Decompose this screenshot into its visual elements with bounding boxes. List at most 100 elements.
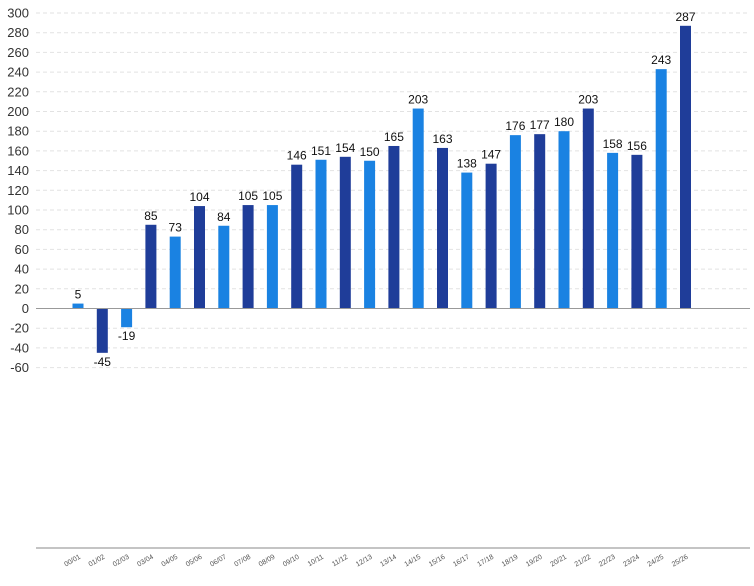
data-label: -19 [118,329,136,343]
bar [291,164,303,309]
x-tick-label: 23/24 [622,554,641,569]
x-tick-label: 19/20 [525,554,544,569]
x-tick-label: 16/17 [452,554,471,569]
x-tick-label: 18/19 [501,554,520,569]
y-tick-label: 40 [15,262,29,277]
y-tick-label: -20 [10,321,29,336]
bar [412,108,424,309]
y-tick-label: 160 [7,143,29,158]
x-tick-label: 03/04 [136,554,155,569]
x-tick-label: 02/03 [112,554,131,569]
x-tick-label: 09/10 [282,554,301,569]
data-label: 287 [675,10,695,24]
x-tick-label: 04/05 [161,554,180,569]
bar [72,303,84,309]
data-label: 165 [384,130,404,144]
bar [169,236,181,309]
data-label: 177 [530,118,550,132]
data-label: 84 [217,210,231,224]
x-tick-label: 25/26 [671,554,690,569]
bar [509,135,521,309]
x-tick-label: 15/16 [428,554,447,569]
data-label: 203 [578,93,598,107]
bar [364,160,376,309]
y-tick-label: 0 [22,301,29,316]
x-tick-label: 24/25 [647,554,666,569]
data-label: 150 [360,145,380,159]
x-tick-label: 07/08 [233,554,252,569]
x-tick-label: 17/18 [476,554,495,569]
bar [534,134,546,309]
data-label: 138 [457,157,477,171]
bar [437,147,448,309]
bars [72,25,691,353]
data-label: 146 [287,149,307,163]
bar [388,145,400,309]
bar [461,172,473,309]
y-tick-label: 220 [7,84,29,99]
data-label: 105 [238,189,258,203]
bar [242,205,254,309]
bar [631,154,643,309]
x-tick-label: 12/13 [355,554,374,569]
data-label: 176 [505,119,525,133]
bar [339,156,351,309]
y-tick-label: 300 [7,6,29,21]
bar [607,152,619,309]
x-tick-label: 14/15 [404,554,423,569]
x-tick-label: 13/14 [379,554,398,569]
x-tick-label: 05/06 [185,554,204,569]
y-tick-label: 80 [15,222,29,237]
data-label: 104 [189,190,209,204]
data-label: 203 [408,93,428,107]
x-tick-label: 00/01 [63,554,82,569]
bar [194,206,205,309]
bar [218,225,230,309]
data-label: 163 [432,132,452,146]
x-tick-label: 06/07 [209,554,228,569]
x-tick-label: 20/21 [549,554,568,569]
data-label: 151 [311,144,331,158]
bar [96,308,108,353]
bar [315,159,327,309]
y-axis-ticks: 3002802602402202001801601401201008060402… [7,6,29,376]
data-label: 73 [169,221,183,235]
x-tick-label: 10/11 [307,554,325,569]
data-label: 85 [144,209,158,223]
data-label: 158 [603,137,623,151]
bar [582,108,594,309]
data-label: 5 [75,288,82,302]
y-tick-label: 200 [7,104,29,119]
bar [266,205,278,309]
x-tick-label: 22/23 [598,554,617,569]
bar [558,131,570,309]
y-tick-label: 100 [7,203,29,218]
x-axis-ticks: 00/01 01/02 02/03 03/04 04/05 05/06 06/07 07/08… [63,554,689,569]
data-label: 156 [627,139,647,153]
y-tick-label: 120 [7,183,29,198]
bar [680,25,691,309]
data-label: 180 [554,115,574,129]
data-label: -45 [94,355,112,369]
data-label: 105 [262,189,282,203]
x-tick-label: 01/02 [88,554,107,569]
y-tick-label: 140 [7,163,29,178]
bar [485,163,497,309]
y-tick-label: -40 [10,340,29,355]
data-label: 154 [335,141,355,155]
bar [121,308,133,328]
y-tick-label: 240 [7,65,29,80]
bar [145,224,157,309]
y-tick-label: 260 [7,45,29,60]
y-tick-label: 20 [15,281,29,296]
data-labels: 5 -45 -19 85 73 104 84 105 105 146 151 154 150 165 203… [75,10,696,369]
bar [655,69,667,309]
y-tick-label: 280 [7,25,29,40]
x-tick-label: 21/22 [574,554,593,569]
y-tick-label: 60 [15,242,29,257]
x-tick-label: 11/12 [331,554,349,569]
data-label: 147 [481,148,501,162]
data-label: 243 [651,53,671,67]
y-tick-label: -60 [10,360,29,375]
